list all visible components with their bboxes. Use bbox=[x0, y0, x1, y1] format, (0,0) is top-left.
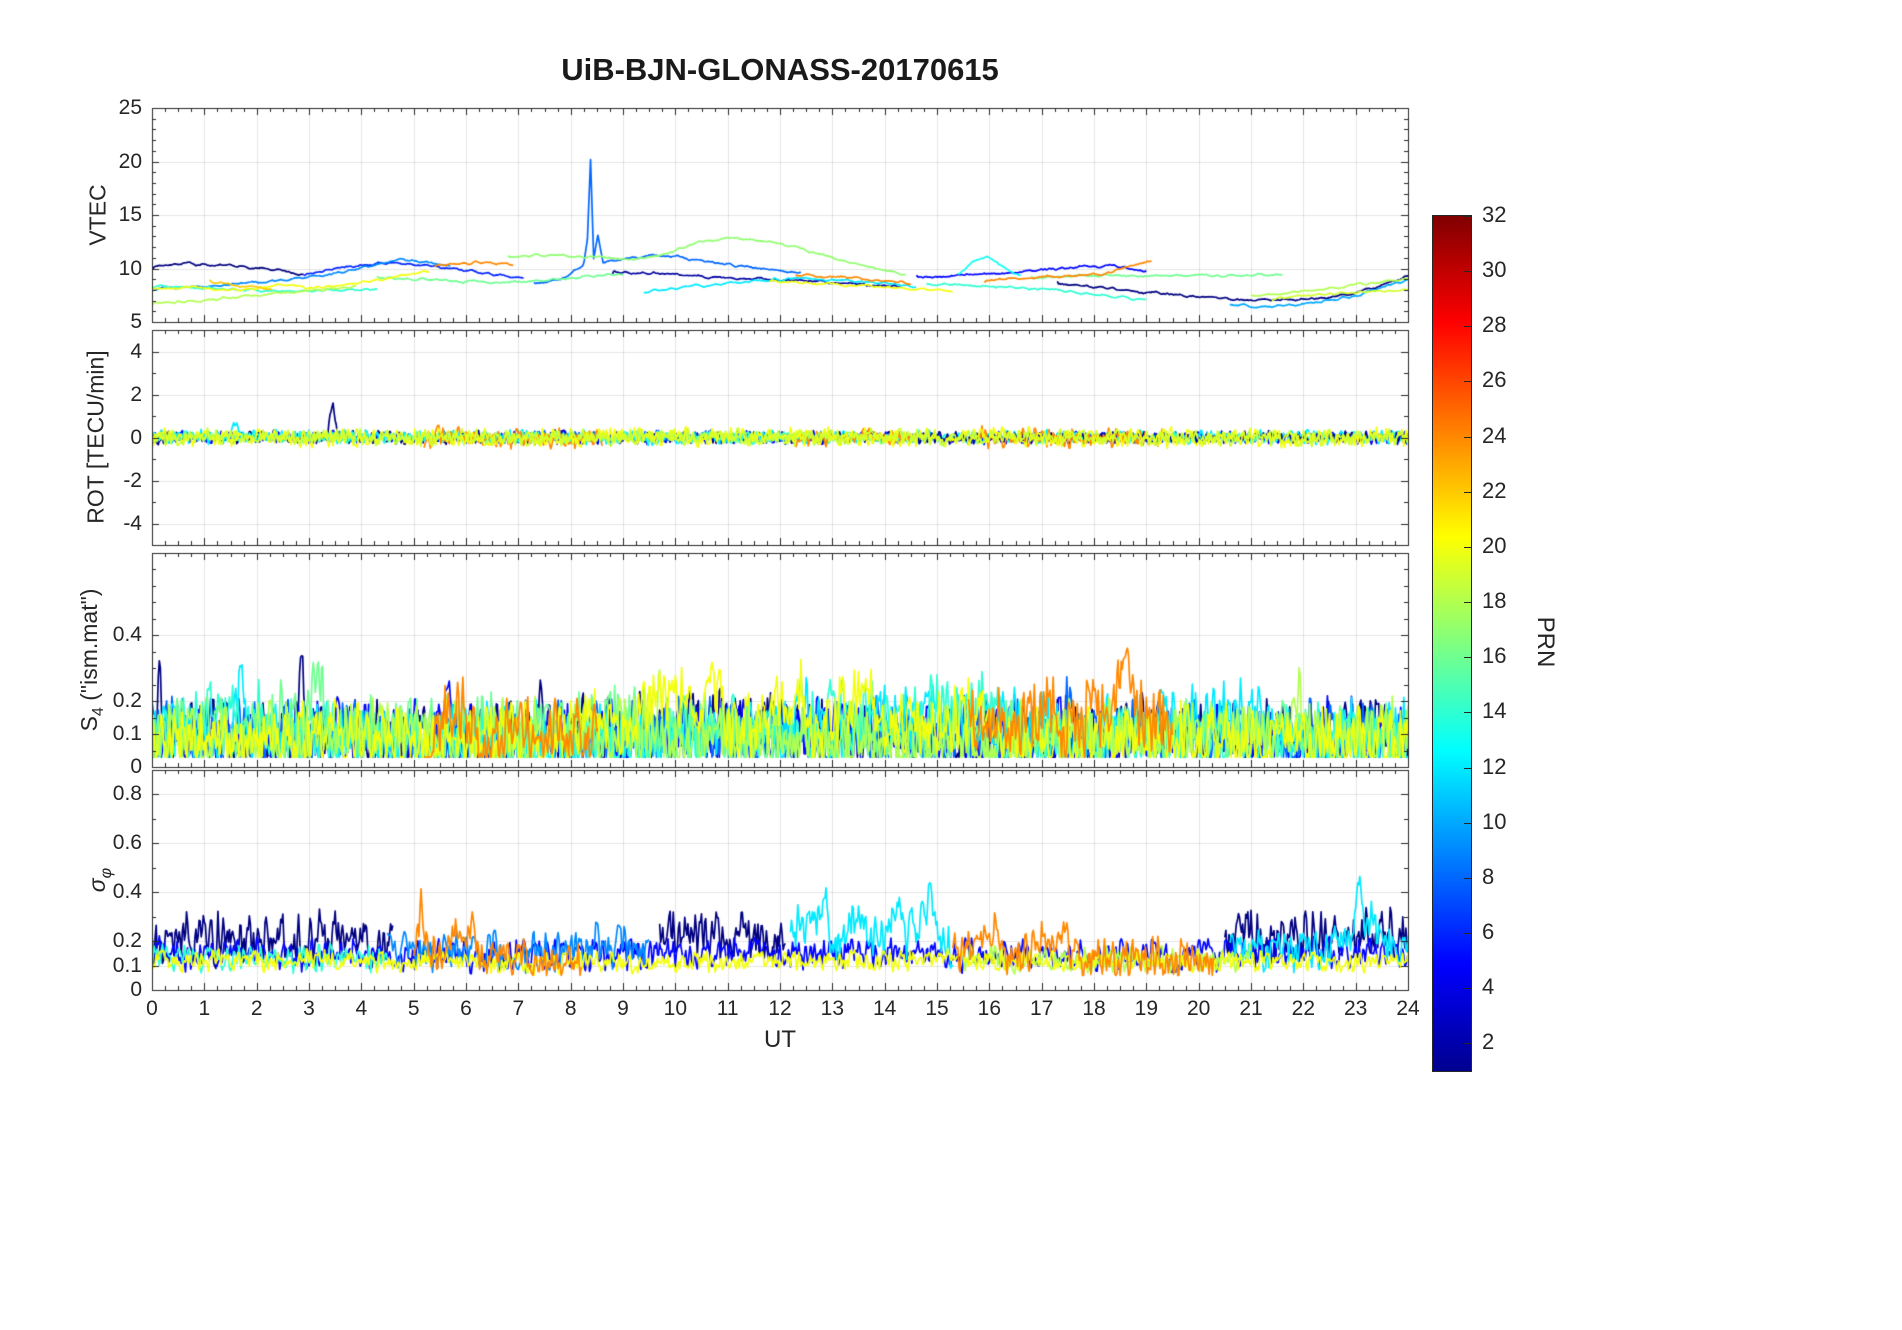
colorbar-tick-mark bbox=[1464, 822, 1471, 824]
x-tick-label: 17 bbox=[1029, 997, 1054, 1020]
colorbar-tick-label: 18 bbox=[1482, 588, 1507, 614]
y-tick-label: 0.4 bbox=[112, 880, 142, 904]
colorbar-tick-mark bbox=[1464, 546, 1471, 548]
x-tick-label: 4 bbox=[355, 997, 368, 1020]
y-axis-label-segment: φ bbox=[96, 867, 115, 879]
colorbar-tick-mark bbox=[1464, 988, 1471, 990]
colorbar-tick-mark bbox=[1464, 436, 1471, 438]
colorbar-tick-label: 28 bbox=[1482, 312, 1507, 338]
x-tick-label: 11 bbox=[716, 997, 739, 1020]
y-tick-label: 25 bbox=[118, 96, 142, 119]
x-tick-label: 12 bbox=[768, 997, 792, 1020]
y-tick-label: 20 bbox=[118, 149, 142, 173]
x-tick-label: 23 bbox=[1343, 997, 1368, 1020]
y-tick-label: -2 bbox=[123, 468, 142, 492]
y-tick-label: -4 bbox=[123, 511, 142, 535]
colorbar-tick-label: 12 bbox=[1482, 753, 1507, 779]
colorbar-tick-label: 14 bbox=[1482, 698, 1507, 724]
x-tick-label: 24 bbox=[1396, 997, 1420, 1020]
x-tick-label: 5 bbox=[407, 997, 420, 1020]
x-tick-label: 9 bbox=[617, 997, 629, 1020]
y-tick-label: 0 bbox=[130, 978, 142, 1001]
y-tick-label: 0.6 bbox=[112, 831, 142, 855]
colorbar-tick-label: 26 bbox=[1482, 367, 1507, 393]
y-tick-label: 0.1 bbox=[112, 722, 142, 746]
x-tick-label: 20 bbox=[1186, 997, 1211, 1020]
y-tick-label: 0 bbox=[130, 755, 142, 778]
x-axis-label: UT bbox=[764, 1026, 796, 1053]
y-tick-label: 0.1 bbox=[112, 953, 142, 977]
y-tick-label: 15 bbox=[118, 203, 142, 226]
colorbar-tick-label: 10 bbox=[1482, 808, 1507, 834]
colorbar-tick-mark bbox=[1464, 657, 1471, 659]
x-tick-label: 0 bbox=[146, 997, 158, 1020]
y-tick-label: 0 bbox=[130, 425, 142, 449]
colorbar-tick-label: 24 bbox=[1482, 422, 1507, 448]
colorbar-tick-label: 30 bbox=[1482, 257, 1507, 283]
y-tick-label: 0.8 bbox=[112, 782, 142, 806]
colorbar-tick-label: 6 bbox=[1482, 919, 1495, 945]
y-tick-label: 0.4 bbox=[112, 623, 142, 647]
x-tick-label: 14 bbox=[872, 997, 897, 1020]
colorbar-tick-label: 2 bbox=[1482, 1029, 1495, 1055]
colorbar-tick-label: 4 bbox=[1482, 974, 1495, 1000]
colorbar-tick-mark bbox=[1464, 877, 1471, 879]
y-tick-label: 5 bbox=[130, 310, 142, 333]
x-tick-label: 1 bbox=[198, 997, 211, 1020]
y-tick-label: 0.2 bbox=[112, 689, 142, 713]
colorbar-tick-mark bbox=[1464, 381, 1471, 383]
x-tick-label: 7 bbox=[512, 997, 525, 1020]
colorbar-tick-label: 20 bbox=[1482, 532, 1507, 558]
x-tick-label: 6 bbox=[460, 997, 472, 1020]
colorbar-tick-mark bbox=[1464, 712, 1471, 714]
chart-title: UiB-BJN-GLONASS-20170615 bbox=[561, 52, 999, 87]
y-tick-label: 0.2 bbox=[112, 929, 142, 953]
colorbar-tick-label: 8 bbox=[1482, 863, 1495, 889]
colorbar-tick-mark bbox=[1464, 216, 1471, 217]
colorbar-tick-mark bbox=[1464, 1043, 1471, 1045]
x-tick-label: 2 bbox=[250, 997, 263, 1020]
x-tick-label: 16 bbox=[977, 997, 1001, 1020]
colorbar-tick-mark bbox=[1464, 602, 1471, 604]
colorbar-tick-mark bbox=[1464, 491, 1471, 493]
x-tick-label: 13 bbox=[820, 997, 844, 1020]
x-tick-label: 19 bbox=[1134, 997, 1158, 1020]
x-tick-label: 22 bbox=[1291, 997, 1315, 1020]
x-tick-label: 8 bbox=[564, 997, 577, 1020]
colorbar-tick-label: 32 bbox=[1482, 202, 1507, 227]
x-tick-label: 18 bbox=[1082, 997, 1106, 1020]
colorbar-tick-mark bbox=[1464, 271, 1471, 273]
x-tick-label: 10 bbox=[663, 997, 687, 1020]
y-tick-label: 4 bbox=[130, 339, 142, 363]
x-tick-label: 15 bbox=[925, 997, 949, 1020]
y-tick-label: 2 bbox=[130, 382, 142, 406]
colorbar bbox=[1432, 215, 1472, 1072]
x-tick-label: 21 bbox=[1239, 997, 1263, 1020]
colorbar-tick-label: 16 bbox=[1482, 643, 1507, 669]
x-tick-label: 3 bbox=[303, 997, 315, 1020]
colorbar-tick-mark bbox=[1464, 933, 1471, 935]
colorbar-tick-label: 22 bbox=[1482, 477, 1507, 503]
y-tick-label: 10 bbox=[118, 256, 142, 280]
colorbar-tick-mark bbox=[1464, 767, 1471, 769]
colorbar-tick-mark bbox=[1464, 326, 1471, 328]
